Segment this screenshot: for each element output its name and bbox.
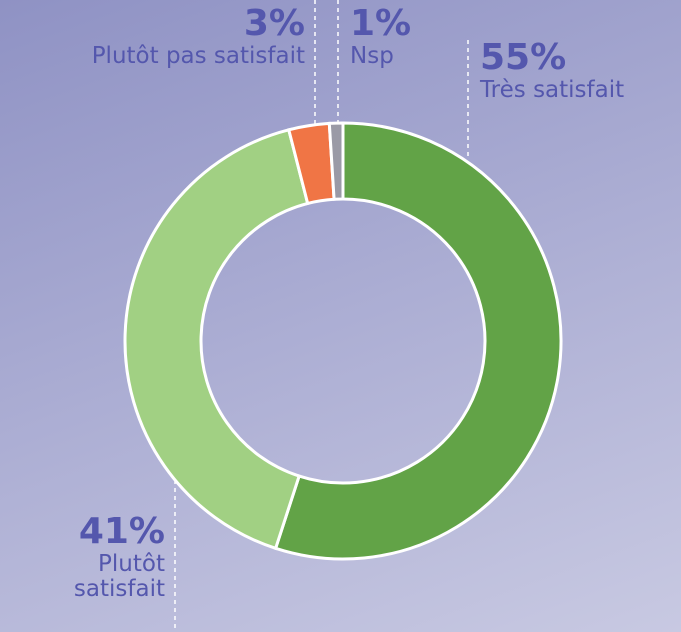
value-label: 55% — [480, 37, 567, 78]
value-label: 1% — [350, 3, 412, 44]
value-label: 3% — [243, 3, 305, 44]
category-label: Très satisfait — [480, 76, 625, 103]
donut-slice — [273, 121, 563, 561]
category-label: Nsp — [350, 42, 394, 69]
donut-slice — [123, 128, 310, 551]
slice-label: 1% Nsp — [350, 4, 450, 69]
category-label: Plutôt satisfait — [73, 550, 165, 602]
slice-label: 41% Plutôt satisfait — [45, 512, 165, 602]
slice-label: 55% Très satisfait — [480, 38, 680, 103]
value-label: 41% — [78, 511, 165, 552]
slice-label: 3% Plutôt pas satisfait — [0, 4, 305, 69]
category-label: Plutôt pas satisfait — [91, 42, 305, 69]
donut-slice — [327, 121, 345, 201]
